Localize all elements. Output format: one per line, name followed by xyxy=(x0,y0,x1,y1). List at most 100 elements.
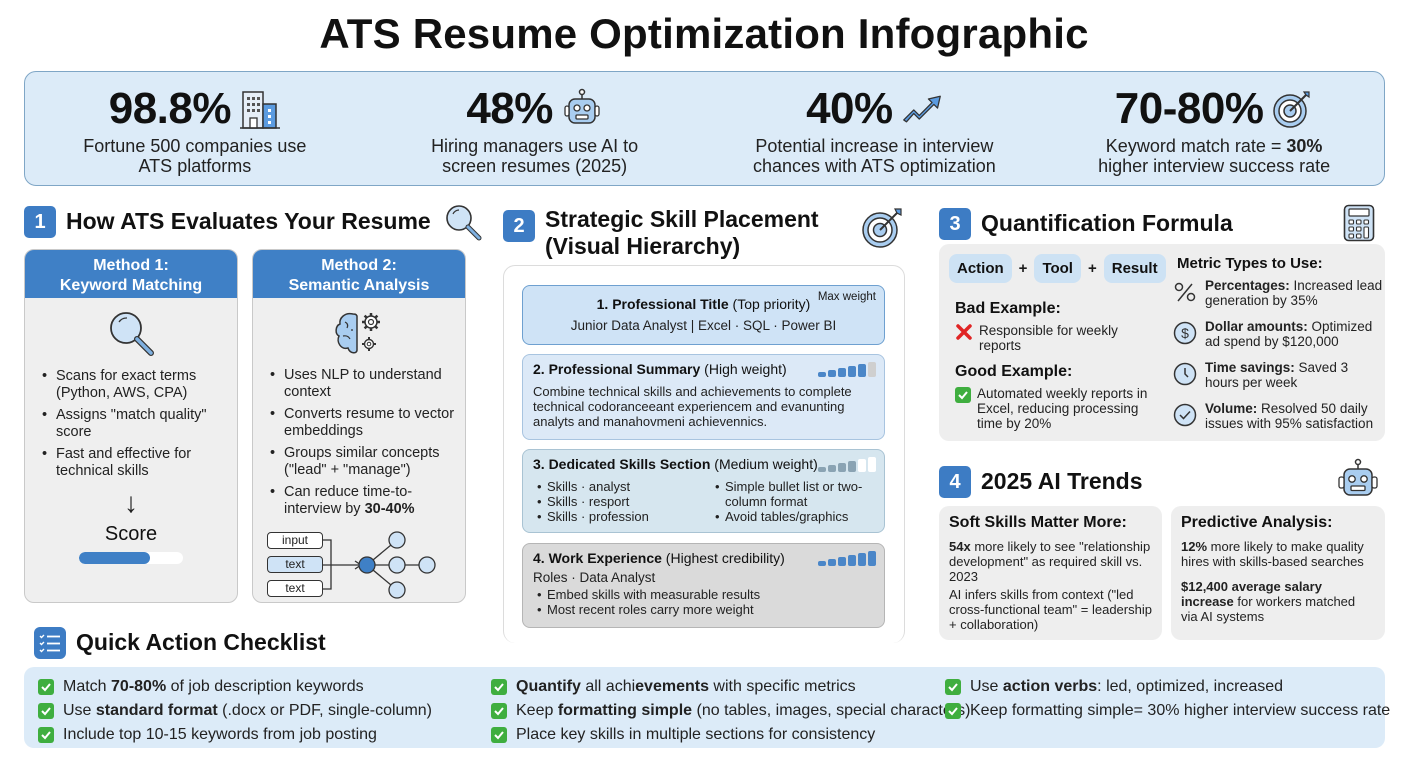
section-number-badge: 3 xyxy=(939,208,971,240)
checklist-item: Include top 10-15 keywords from job post… xyxy=(38,723,432,747)
check-icon xyxy=(945,703,961,719)
checklist-column-1: Match 70-80% of job description keywords… xyxy=(38,675,432,747)
down-arrow-icon: ↓ xyxy=(124,487,138,518)
stat-ai-screening: 48% Hiring managers use AI to screen resu… xyxy=(365,72,705,185)
robot-icon xyxy=(561,88,603,130)
percent-icon xyxy=(1173,280,1197,304)
check-icon xyxy=(491,679,507,695)
stat-fortune500: 98.8% Fortune 500 companies use ATS platf… xyxy=(25,72,365,185)
stat-description: Fortune 500 companies use ATS platforms xyxy=(83,136,307,176)
bad-example: Responsible for weekly reports xyxy=(955,323,1155,353)
hierarchy-item-body: Combine technical skills and achievement… xyxy=(533,384,852,429)
checklist-item: Quantify all achievements with specific … xyxy=(491,675,970,699)
stat-value: 40% xyxy=(806,84,893,133)
checklist-title: Quick Action Checklist xyxy=(76,629,326,655)
section-title: Strategic Skill Placement (Visual Hierarc… xyxy=(545,206,819,259)
metric-time-savings: Time savings: Saved 3 hours per week xyxy=(1173,360,1383,390)
skills-format-tips-list: Simple bullet list or two-column format … xyxy=(711,479,871,524)
weight-indicator xyxy=(818,457,876,472)
good-example-label: Good Example: xyxy=(955,363,1073,380)
check-icon xyxy=(491,703,507,719)
magnifier-icon xyxy=(443,202,483,247)
target-icon xyxy=(860,206,904,255)
check-icon xyxy=(38,727,54,743)
network-graph-icon xyxy=(323,531,436,599)
target-icon xyxy=(1271,88,1313,130)
brain-gears-icon xyxy=(253,308,465,358)
checklist-column-2: Quantify all achievements with specific … xyxy=(491,675,970,747)
trending-up-arrow-icon xyxy=(901,88,943,130)
flow-box-text: text xyxy=(267,580,323,597)
good-example: Automated weekly reports in Excel, reduc… xyxy=(955,386,1155,431)
hierarchy-item-title: 4. Work Experience (Highest credibility) xyxy=(533,550,785,566)
method-header: Method 2: Semantic Analysis xyxy=(253,250,465,298)
section-4-header: 4 2025 AI Trends xyxy=(939,466,1143,498)
score-label: Score xyxy=(104,523,158,545)
section-number-badge: 4 xyxy=(939,466,971,498)
hierarchy-item-professional-title: 1. Professional Title (Top priority) Jun… xyxy=(522,285,885,345)
embedding-flow-diagram: input text text xyxy=(267,530,457,600)
x-mark-icon xyxy=(955,323,973,353)
hierarchy-item-title: 1. Professional Title (Top priority) xyxy=(596,296,811,312)
section-1-header: 1 How ATS Evaluates Your Resume xyxy=(24,205,483,247)
section-2-header: 2 Strategic Skill Placement (Visual Hiera… xyxy=(503,206,819,260)
office-building-icon xyxy=(239,88,281,130)
checklist-header: Quick Action Checklist xyxy=(34,627,326,659)
checklist-item: Match 70-80% of job description keywords xyxy=(38,675,432,699)
metric-volume: Volume: Resolved 50 daily issues with 95… xyxy=(1173,401,1383,431)
checklist-item: Keep formatting simple= 30% higher inter… xyxy=(945,699,1390,723)
section-3-header: 3 Quantification Formula xyxy=(939,208,1233,240)
trend-title: Predictive Analysis: xyxy=(1181,514,1333,531)
weight-indicator xyxy=(818,362,876,377)
hierarchy-item-work-experience: 4. Work Experience (Highest credibility)… xyxy=(522,543,885,628)
flow-box-input: input xyxy=(267,532,323,549)
score-progress-fill xyxy=(79,552,150,564)
flow-box-text: text xyxy=(267,556,323,573)
check-icon xyxy=(491,727,507,743)
section-title: 2025 AI Trends xyxy=(981,468,1143,494)
stat-description: Potential increase in interview chances w… xyxy=(752,136,996,176)
stat-value: 48% xyxy=(466,84,553,133)
checklist-icon xyxy=(34,627,66,659)
method-semantic-analysis-card: Method 2:Semantic Analysis Uses NLP to u… xyxy=(252,249,466,603)
section-title: Quantification Formula xyxy=(981,210,1233,236)
magnifier-icon xyxy=(25,308,237,358)
stat-description: Hiring managers use AI to screen resumes … xyxy=(431,136,639,176)
weight-indicator xyxy=(818,551,876,566)
max-weight-label: Max weight xyxy=(817,291,876,303)
skills-examples-list: Skills · analyst Skills · resport Skills… xyxy=(533,479,711,524)
check-circle-icon xyxy=(1173,403,1197,427)
metric-types-heading: Metric Types to Use: xyxy=(1177,255,1323,272)
robot-icon xyxy=(1336,458,1380,505)
svg-text:$: $ xyxy=(1181,325,1189,341)
stat-interview-increase: 40% Potential increase in interview chanc… xyxy=(705,72,1045,185)
dollar-icon: $ xyxy=(1173,321,1197,345)
bad-example-label: Bad Example: xyxy=(955,300,1061,317)
check-icon xyxy=(945,679,961,695)
hierarchy-item-skills-section: 3. Dedicated Skills Section (Medium weig… xyxy=(522,449,885,533)
formula-action: Action xyxy=(949,254,1012,283)
trend-title: Soft Skills Matter More: xyxy=(949,514,1127,531)
checklist-item: Keep formatting simple (no tables, image… xyxy=(491,699,970,723)
method-bullets: Uses NLP to understand context Converts … xyxy=(253,367,465,518)
quantification-panel: Action + Tool + Result Bad Example: Resp… xyxy=(939,244,1385,441)
calculator-icon xyxy=(1343,204,1375,247)
metric-dollar-amounts: $ Dollar amounts: Optimized ad spend by … xyxy=(1173,319,1383,349)
method-header: Method 1: Keyword Matching xyxy=(25,250,237,298)
check-icon xyxy=(38,679,54,695)
stat-value: 98.8% xyxy=(108,84,232,133)
section-title: How ATS Evaluates Your Resume xyxy=(66,208,431,234)
stats-banner: 98.8% Fortune 500 companies use ATS platf… xyxy=(24,71,1385,186)
page-title: ATS Resume Optimization Infographic xyxy=(319,10,1089,57)
stat-description: Keyword match rate = 30% higher interview… xyxy=(1098,136,1331,176)
hierarchy-item-subtitle: Roles · Data Analyst xyxy=(533,570,656,585)
formula-row: Action + Tool + Result xyxy=(949,254,1166,283)
clock-icon xyxy=(1173,362,1197,386)
hierarchy-item-body: Junior Data Analyst | Excel · SQL · Powe… xyxy=(570,318,837,333)
formula-result: Result xyxy=(1103,254,1166,283)
formula-tool: Tool xyxy=(1034,254,1081,283)
metric-percentages: Percentages: Increased lead generation b… xyxy=(1173,278,1383,308)
method-keyword-matching-card: Method 1:Keyword Matching Scans for exac… xyxy=(24,249,238,603)
hierarchy-item-title: 3. Dedicated Skills Section (Medium weig… xyxy=(533,456,818,472)
section-number-badge: 2 xyxy=(503,210,535,242)
